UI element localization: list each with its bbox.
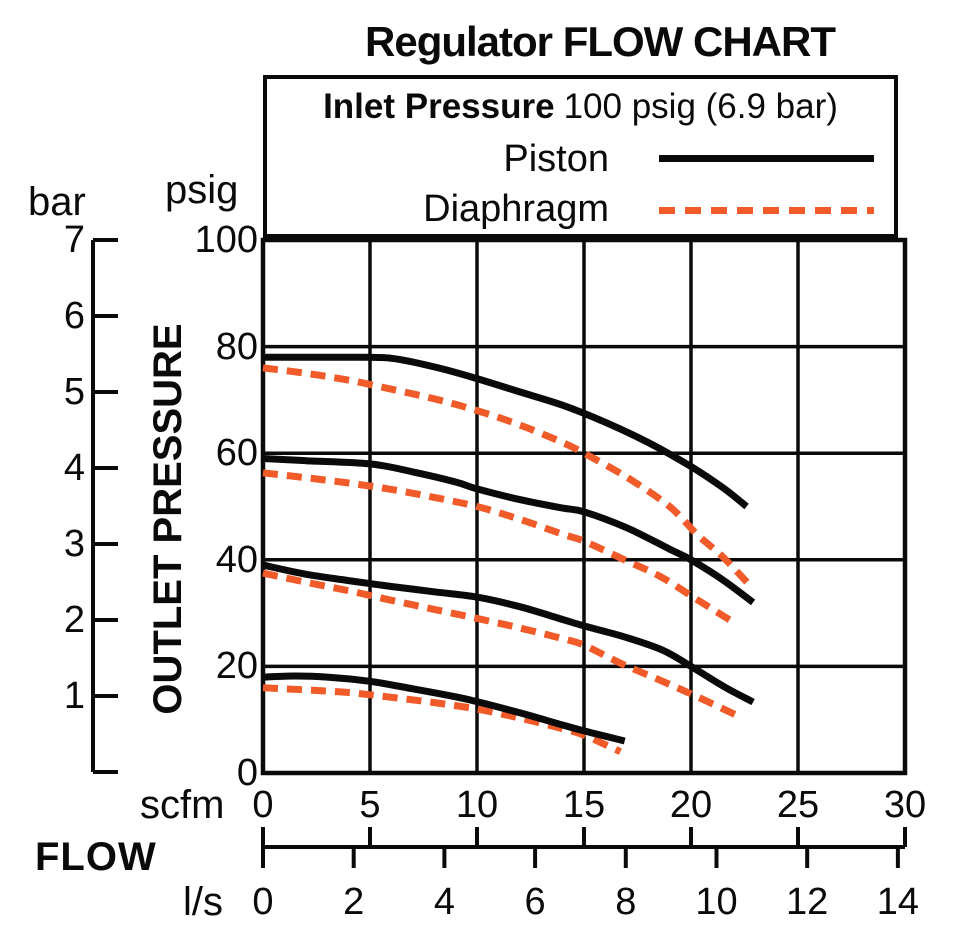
bar-tick-label-1: 1 bbox=[63, 675, 85, 717]
piston-curve-4 bbox=[262, 672, 626, 745]
legend-inlet-pressure: Inlet Pressure 100 psig (6.9 bar) bbox=[267, 87, 894, 127]
inlet-pressure-value: 100 psig (6.9 bar) bbox=[563, 87, 838, 126]
ls-tick-label-12: 12 bbox=[786, 881, 829, 923]
legend-label-diaphragm: Diaphragm bbox=[423, 188, 609, 230]
psig-tick-label-60: 60 bbox=[215, 432, 258, 475]
scfm-tick-label-30: 30 bbox=[883, 784, 927, 826]
chart-title: Regulator FLOW CHART bbox=[365, 18, 836, 65]
ls-unit-label: l/s bbox=[183, 880, 223, 924]
scfm-tick-label-25: 25 bbox=[776, 784, 820, 826]
psig-tick-label-80: 80 bbox=[215, 325, 258, 368]
diaphragm-curve-3 bbox=[262, 569, 742, 721]
ls-tick-label-8: 8 bbox=[615, 881, 637, 923]
psig-tick-label-20: 20 bbox=[215, 645, 258, 688]
scfm-unit-label: scfm bbox=[140, 783, 225, 827]
ls-tick-label-14: 14 bbox=[876, 881, 920, 923]
bar-tick-label-6: 6 bbox=[63, 295, 85, 337]
bar-axis bbox=[91, 238, 118, 774]
bar-tick-label-3: 3 bbox=[63, 523, 85, 565]
legend-label-piston: Piston bbox=[503, 138, 609, 180]
grid-lines bbox=[263, 240, 905, 773]
piston-curve-2 bbox=[262, 455, 756, 606]
bar-tick-label-4: 4 bbox=[63, 447, 85, 489]
x-axis-title: FLOW bbox=[35, 835, 157, 879]
piston-curve-1 bbox=[263, 353, 749, 510]
diaphragm-line-sample bbox=[659, 207, 874, 214]
diaphragm-curve-1 bbox=[262, 364, 754, 589]
diaphragm-curve-2 bbox=[262, 469, 738, 627]
ls-tick-label-0: 0 bbox=[252, 881, 274, 923]
scfm-tick-label-0: 0 bbox=[252, 784, 274, 826]
scfm-tick-label-20: 20 bbox=[669, 784, 713, 826]
bar-tick-label-7: 7 bbox=[63, 219, 85, 261]
piston-curves bbox=[262, 353, 756, 745]
scfm-tick-label-15: 15 bbox=[562, 784, 606, 826]
ls-tick-label-6: 6 bbox=[524, 881, 546, 923]
ls-tick-label-4: 4 bbox=[433, 881, 455, 923]
legend-box: Inlet Pressure 100 psig (6.9 bar) Piston … bbox=[263, 75, 898, 238]
psig-unit-label: psig bbox=[165, 168, 239, 212]
psig-tick-label-40: 40 bbox=[215, 538, 258, 581]
scfm-tick-label-10: 10 bbox=[455, 784, 499, 826]
bar-tick-label-5: 5 bbox=[63, 371, 85, 413]
psig-tick-label-0: 0 bbox=[236, 752, 258, 794]
bar-unit-label: bar bbox=[28, 180, 86, 224]
psig-tick-label-100: 100 bbox=[194, 219, 258, 261]
bar-tick-label-2: 2 bbox=[63, 599, 85, 641]
piston-line-sample bbox=[659, 155, 874, 162]
ls-tick-label-2: 2 bbox=[343, 881, 365, 923]
inlet-pressure-label: Inlet Pressure bbox=[323, 87, 555, 126]
scfm-tick-label-5: 5 bbox=[359, 784, 381, 826]
ls-axis bbox=[261, 827, 907, 868]
plot-border bbox=[260, 237, 908, 776]
ls-tick-label-10: 10 bbox=[695, 881, 738, 923]
piston-curve-3 bbox=[262, 561, 755, 706]
